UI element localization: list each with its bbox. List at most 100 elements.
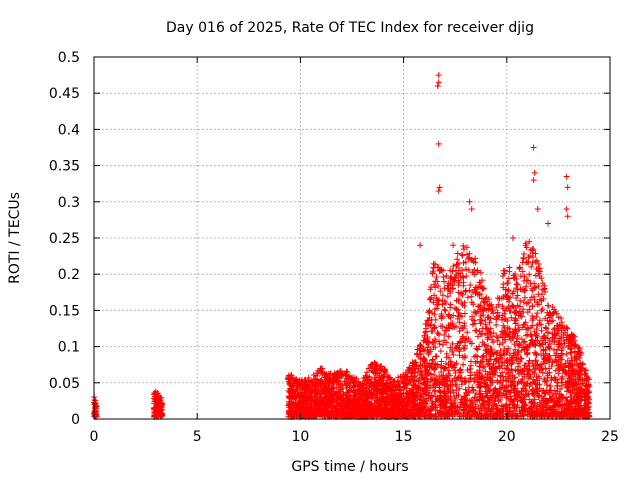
data-point — [542, 324, 549, 331]
data-point — [438, 369, 445, 376]
data-point — [472, 259, 479, 266]
data-point — [437, 267, 444, 274]
data-point — [446, 377, 453, 384]
data-point — [494, 337, 501, 344]
data-point — [585, 376, 592, 383]
data-point — [331, 379, 338, 386]
data-point — [559, 375, 566, 382]
data-point — [476, 363, 483, 370]
data-point — [477, 320, 484, 327]
data-point — [532, 250, 539, 257]
data-point — [436, 373, 443, 380]
data-point — [313, 402, 320, 409]
data-point — [524, 344, 531, 351]
data-point — [499, 360, 506, 367]
data-point — [571, 406, 578, 413]
data-point — [467, 358, 474, 365]
data-point — [552, 406, 559, 413]
data-point — [562, 364, 569, 371]
data-point — [286, 394, 293, 401]
data-point — [568, 345, 575, 352]
data-point — [510, 401, 517, 408]
data-point — [473, 289, 480, 296]
data-point — [491, 386, 498, 393]
data-point — [518, 404, 525, 411]
data-point — [471, 394, 478, 401]
data-point — [323, 384, 330, 391]
data-point — [151, 411, 158, 418]
data-point — [557, 395, 564, 402]
data-point — [437, 389, 444, 396]
data-point — [432, 261, 439, 268]
data-point — [494, 413, 501, 420]
data-point — [434, 395, 441, 402]
data-point — [432, 381, 439, 388]
data-point — [570, 341, 577, 348]
data-point — [501, 324, 508, 331]
data-point — [391, 394, 398, 401]
data-point — [489, 336, 496, 343]
data-point — [415, 353, 422, 360]
data-point — [330, 378, 337, 385]
data-point — [506, 325, 513, 332]
data-point — [309, 408, 316, 415]
data-point — [467, 406, 474, 413]
data-point — [376, 370, 383, 377]
data-point — [440, 364, 447, 371]
data-point — [392, 387, 399, 394]
data-point — [490, 403, 497, 410]
data-point — [350, 384, 357, 391]
data-point — [308, 413, 315, 420]
data-point — [513, 309, 520, 316]
data-point — [565, 384, 572, 391]
data-point — [411, 400, 418, 407]
data-point — [375, 410, 382, 417]
data-point — [331, 397, 338, 404]
data-point — [340, 404, 347, 411]
data-point — [153, 413, 160, 420]
data-point — [442, 327, 449, 334]
data-point — [566, 334, 573, 341]
data-point — [549, 334, 556, 341]
data-point — [154, 393, 161, 400]
data-point — [430, 299, 437, 306]
data-point — [529, 386, 536, 393]
data-point — [557, 392, 564, 399]
data-point — [290, 412, 297, 419]
data-point — [346, 398, 353, 405]
data-point — [531, 349, 538, 356]
data-point — [517, 286, 524, 293]
data-point — [527, 252, 534, 259]
data-point — [571, 337, 578, 344]
data-point — [320, 380, 327, 387]
data-point — [386, 375, 393, 382]
data-point — [581, 407, 588, 414]
data-point — [557, 385, 564, 392]
x-tick-label: 15 — [395, 429, 413, 445]
data-point — [524, 309, 531, 316]
data-point — [466, 254, 473, 261]
data-point — [541, 376, 548, 383]
data-point — [430, 382, 437, 389]
data-point — [504, 279, 511, 286]
data-point — [512, 392, 519, 399]
data-point — [521, 379, 528, 386]
data-point — [466, 408, 473, 415]
data-point — [337, 402, 344, 409]
data-point — [531, 296, 538, 303]
data-point — [577, 393, 584, 400]
data-point — [420, 387, 427, 394]
data-point — [439, 380, 446, 387]
data-point — [542, 339, 549, 346]
data-point — [427, 348, 434, 355]
data-point — [486, 369, 493, 376]
data-point — [433, 295, 440, 302]
data-point — [378, 363, 385, 370]
data-point — [452, 370, 459, 377]
data-point — [400, 390, 407, 397]
data-point — [510, 387, 517, 394]
data-point — [476, 279, 483, 286]
data-point — [453, 272, 460, 279]
data-point — [446, 312, 453, 319]
